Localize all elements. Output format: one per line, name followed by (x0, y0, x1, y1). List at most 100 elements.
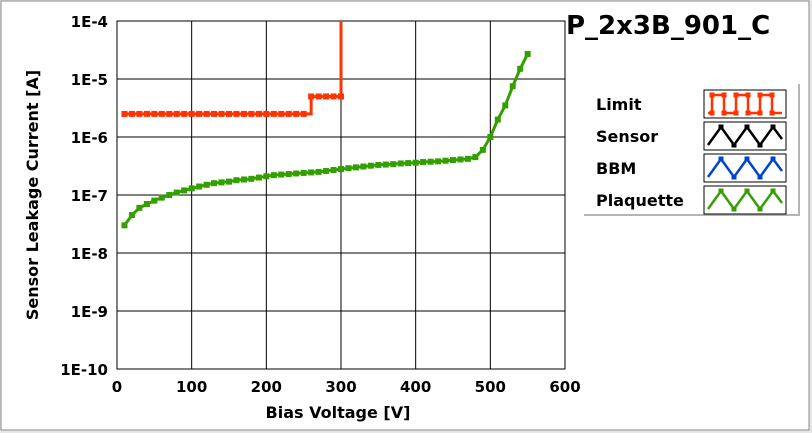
data-point-plaquette (151, 197, 158, 204)
data-point-limit (323, 93, 330, 100)
data-point-limit (128, 110, 135, 117)
legend-label-limit: Limit (596, 95, 642, 114)
data-point-limit (143, 110, 150, 117)
legend-marker-limit (709, 110, 715, 116)
data-point-limit (263, 110, 270, 117)
legend-marker-limit (721, 92, 727, 98)
data-point-plaquette (420, 159, 427, 166)
legend-marker-bbm (718, 156, 724, 162)
data-point-plaquette (442, 157, 449, 164)
data-point-plaquette (517, 65, 524, 72)
data-point-limit (278, 110, 285, 117)
legend-marker-sensor (731, 142, 737, 148)
legend-marker-bbm (731, 174, 737, 180)
data-point-plaquette (226, 178, 232, 185)
x-tick-label: 200 (251, 378, 282, 396)
x-tick-label: 100 (176, 378, 207, 396)
data-point-limit (248, 110, 255, 117)
data-point-plaquette (330, 166, 337, 173)
legend-marker-sensor (757, 142, 763, 148)
data-point-limit (196, 110, 203, 117)
legend: Limit Sensor BBM Plaquette (584, 84, 800, 216)
y-tick-labels: 1E-10 1E-9 1E-8 1E-7 1E-6 1E-5 1E-4 (60, 13, 108, 379)
data-point-plaquette (338, 166, 344, 173)
data-point-plaquette (345, 165, 352, 172)
data-point-plaquette (435, 158, 442, 165)
x-tick-label: 400 (400, 378, 431, 396)
legend-label-plaquette: Plaquette (596, 191, 684, 210)
data-point-limit (285, 110, 292, 117)
data-point-plaquette (352, 164, 359, 171)
data-point-plaquette (263, 173, 270, 180)
data-point-plaquette (487, 134, 494, 140)
legend-marker-plaquette (718, 188, 724, 194)
data-point-plaquette (390, 161, 397, 168)
x-axis-title: Bias Voltage [V] (266, 403, 411, 422)
data-point-limit (255, 110, 262, 117)
data-point-plaquette (494, 116, 501, 123)
data-point-plaquette (181, 187, 188, 194)
data-point-limit (188, 110, 195, 117)
legend-marker-plaquette (770, 188, 776, 194)
data-point-plaquette (360, 163, 367, 170)
data-point-plaquette (375, 161, 382, 168)
legend-marker-plaquette (757, 206, 763, 212)
legend-marker-bbm (757, 174, 763, 180)
data-point-plaquette (218, 179, 225, 186)
legend-marker-limit (745, 110, 751, 116)
data-point-limit (226, 110, 232, 117)
data-point-plaquette (158, 194, 165, 201)
data-point-plaquette (308, 169, 315, 176)
data-point-plaquette (367, 162, 374, 169)
x-tick-label: 0 (112, 378, 122, 396)
data-point-plaquette (472, 154, 479, 161)
chart-title: P_2x3B_901_C (566, 11, 770, 41)
data-point-plaquette (203, 181, 210, 188)
data-point-plaquette (196, 183, 203, 190)
legend-marker-sensor (718, 124, 724, 130)
legend-marker-limit (721, 110, 727, 116)
data-point-limit (203, 110, 210, 117)
data-point-limit (121, 110, 128, 117)
x-tick-label: 600 (549, 378, 580, 396)
data-point-limit (211, 110, 218, 117)
data-point-plaquette (121, 222, 128, 229)
legend-marker-bbm (770, 156, 776, 162)
data-point-limit (240, 110, 247, 117)
data-point-plaquette (248, 175, 255, 182)
data-point-plaquette (315, 168, 322, 175)
legend-marker-sensor (770, 124, 776, 130)
data-point-limit (158, 110, 165, 117)
legend-label-sensor: Sensor (596, 127, 658, 146)
y-tick-label: 1E-9 (71, 303, 108, 321)
data-point-plaquette (450, 157, 456, 164)
legend-marker-limit (757, 110, 763, 116)
data-point-plaquette (464, 155, 471, 162)
y-tick-label: 1E-7 (71, 187, 108, 205)
legend-marker-limit (733, 110, 739, 116)
x-tick-labels: 0 100 200 300 400 500 600 (112, 378, 581, 396)
data-point-limit (270, 110, 277, 117)
data-point-limit (136, 110, 143, 117)
legend-marker-sensor (744, 124, 750, 130)
data-point-plaquette (382, 161, 389, 168)
legend-items: Limit Sensor BBM Plaquette (596, 89, 787, 215)
data-point-plaquette (166, 192, 173, 198)
data-point-plaquette (240, 176, 247, 183)
legend-label-bbm: BBM (596, 159, 636, 178)
data-point-plaquette (509, 83, 516, 90)
y-tick-label: 1E-8 (71, 245, 108, 263)
y-tick-label: 1E-4 (71, 13, 108, 31)
y-axis-title: Sensor Leakage Current [A] (23, 70, 42, 320)
data-point-plaquette (128, 212, 135, 219)
data-point-plaquette (173, 189, 180, 196)
x-tick-label: 500 (475, 378, 506, 396)
legend-marker-limit (745, 92, 751, 98)
data-point-plaquette (285, 171, 292, 178)
data-point-limit (300, 110, 307, 117)
data-point-limit (173, 110, 180, 117)
data-point-plaquette (188, 185, 195, 192)
data-point-plaquette (143, 200, 150, 207)
data-point-limit (166, 110, 173, 117)
